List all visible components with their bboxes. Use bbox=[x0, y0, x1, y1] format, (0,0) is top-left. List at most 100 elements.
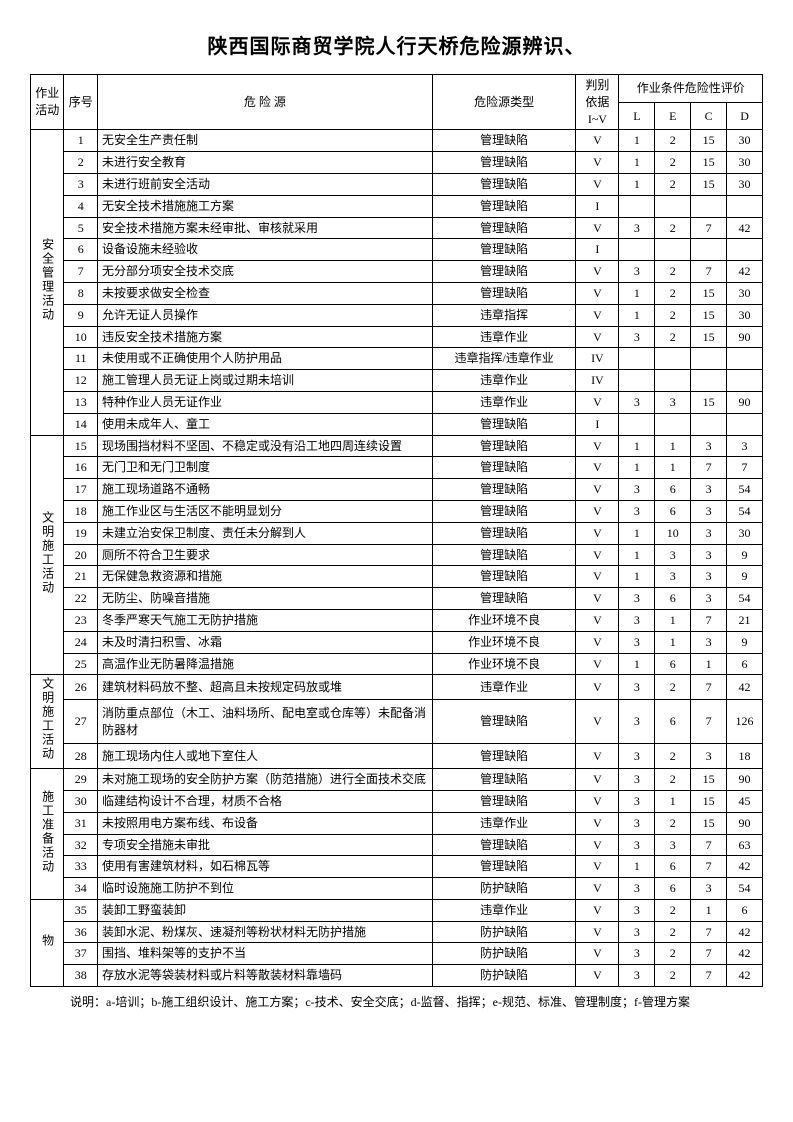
l-cell: 3 bbox=[619, 500, 655, 522]
basis-cell: V bbox=[576, 631, 619, 653]
e-cell: 3 bbox=[655, 544, 691, 566]
basis-cell: V bbox=[576, 217, 619, 239]
d-cell: 90 bbox=[727, 812, 763, 834]
e-cell: 2 bbox=[655, 304, 691, 326]
l-cell: 3 bbox=[619, 878, 655, 900]
c-cell: 3 bbox=[691, 566, 727, 588]
c-cell: 1 bbox=[691, 653, 727, 675]
table-row: 11未使用或不正确使用个人防护用品违章指挥/违章作业IV bbox=[31, 348, 763, 370]
source-cell: 无防尘、防噪音措施 bbox=[97, 588, 432, 610]
e-cell: 1 bbox=[655, 457, 691, 479]
d-cell: 30 bbox=[727, 304, 763, 326]
num-cell: 37 bbox=[64, 943, 97, 965]
source-cell: 未建立治安保卫制度、责任未分解到人 bbox=[97, 522, 432, 544]
source-cell: 装卸水泥、粉煤灰、速凝剂等粉状材料无防护措施 bbox=[97, 921, 432, 943]
type-cell: 管理缺陷 bbox=[432, 834, 576, 856]
source-cell: 特种作业人员无证作业 bbox=[97, 391, 432, 413]
activity-cell: 物 bbox=[31, 899, 64, 986]
source-cell: 无门卫和无门卫制度 bbox=[97, 457, 432, 479]
c-cell: 1 bbox=[691, 899, 727, 921]
type-cell: 管理缺陷 bbox=[432, 588, 576, 610]
source-cell: 使用未成年人、童工 bbox=[97, 413, 432, 435]
d-cell: 90 bbox=[727, 391, 763, 413]
type-cell: 管理缺陷 bbox=[432, 700, 576, 744]
c-cell: 7 bbox=[691, 943, 727, 965]
basis-cell: V bbox=[576, 790, 619, 812]
e-cell bbox=[655, 195, 691, 217]
c-cell: 3 bbox=[691, 522, 727, 544]
e-cell: 2 bbox=[655, 130, 691, 152]
num-cell: 4 bbox=[64, 195, 97, 217]
source-cell: 专项安全措施未审批 bbox=[97, 834, 432, 856]
num-cell: 31 bbox=[64, 812, 97, 834]
e-cell: 1 bbox=[655, 631, 691, 653]
table-row: 5安全技术措施方案未经审批、审核就采用管理缺陷V32742 bbox=[31, 217, 763, 239]
source-cell: 无保健急救资源和措施 bbox=[97, 566, 432, 588]
c-cell: 7 bbox=[691, 965, 727, 987]
e-cell: 3 bbox=[655, 566, 691, 588]
basis-cell: V bbox=[576, 965, 619, 987]
header-basis: 判别 依据 I~V bbox=[576, 75, 619, 130]
e-cell: 2 bbox=[655, 261, 691, 283]
header-activity: 作业活动 bbox=[31, 75, 64, 130]
basis-cell: IV bbox=[576, 370, 619, 392]
num-cell: 17 bbox=[64, 479, 97, 501]
table-row: 31未按照用电方案布线、布设备违章作业V321590 bbox=[31, 812, 763, 834]
c-cell: 15 bbox=[691, 812, 727, 834]
basis-cell: V bbox=[576, 544, 619, 566]
c-cell: 7 bbox=[691, 700, 727, 744]
source-cell: 未按照用电方案布线、布设备 bbox=[97, 812, 432, 834]
e-cell: 2 bbox=[655, 675, 691, 700]
basis-cell: V bbox=[576, 769, 619, 791]
e-cell: 6 bbox=[655, 588, 691, 610]
basis-cell: V bbox=[576, 152, 619, 174]
source-cell: 使用有害建筑材料，如石棉瓦等 bbox=[97, 856, 432, 878]
num-cell: 18 bbox=[64, 500, 97, 522]
l-cell: 3 bbox=[619, 326, 655, 348]
c-cell: 7 bbox=[691, 217, 727, 239]
l-cell bbox=[619, 239, 655, 261]
d-cell: 90 bbox=[727, 769, 763, 791]
c-cell: 7 bbox=[691, 675, 727, 700]
source-cell: 消防重点部位（木工、油料场所、配电室或仓库等）未配备消防器材 bbox=[97, 700, 432, 744]
l-cell: 1 bbox=[619, 130, 655, 152]
c-cell: 3 bbox=[691, 435, 727, 457]
num-cell: 12 bbox=[64, 370, 97, 392]
source-cell: 未及时清扫积雪、冰霜 bbox=[97, 631, 432, 653]
table-row: 25高温作业无防暑降温措施作业环境不良V1616 bbox=[31, 653, 763, 675]
l-cell: 3 bbox=[619, 700, 655, 744]
num-cell: 38 bbox=[64, 965, 97, 987]
d-cell: 30 bbox=[727, 130, 763, 152]
l-cell: 3 bbox=[619, 943, 655, 965]
table-row: 18施工作业区与生活区不能明显划分管理缺陷V36354 bbox=[31, 500, 763, 522]
basis-cell: I bbox=[576, 195, 619, 217]
l-cell: 3 bbox=[619, 812, 655, 834]
basis-cell: V bbox=[576, 522, 619, 544]
basis-cell: V bbox=[576, 856, 619, 878]
e-cell bbox=[655, 413, 691, 435]
e-cell: 3 bbox=[655, 834, 691, 856]
c-cell: 15 bbox=[691, 769, 727, 791]
basis-cell: V bbox=[576, 653, 619, 675]
e-cell: 1 bbox=[655, 435, 691, 457]
e-cell: 6 bbox=[655, 500, 691, 522]
basis-cell: V bbox=[576, 457, 619, 479]
l-cell: 3 bbox=[619, 790, 655, 812]
basis-cell: V bbox=[576, 943, 619, 965]
type-cell: 管理缺陷 bbox=[432, 435, 576, 457]
l-cell: 1 bbox=[619, 435, 655, 457]
source-cell: 施工现场内住人或地下室住人 bbox=[97, 744, 432, 769]
l-cell: 3 bbox=[619, 391, 655, 413]
type-cell: 管理缺陷 bbox=[432, 500, 576, 522]
type-cell: 违章作业 bbox=[432, 326, 576, 348]
c-cell: 7 bbox=[691, 834, 727, 856]
c-cell: 3 bbox=[691, 544, 727, 566]
num-cell: 11 bbox=[64, 348, 97, 370]
table-row: 物35装卸工野蛮装卸违章作业V3216 bbox=[31, 899, 763, 921]
num-cell: 27 bbox=[64, 700, 97, 744]
basis-cell: V bbox=[576, 261, 619, 283]
table-row: 24未及时清扫积雪、冰霜作业环境不良V3139 bbox=[31, 631, 763, 653]
l-cell: 1 bbox=[619, 522, 655, 544]
basis-cell: V bbox=[576, 588, 619, 610]
e-cell bbox=[655, 348, 691, 370]
